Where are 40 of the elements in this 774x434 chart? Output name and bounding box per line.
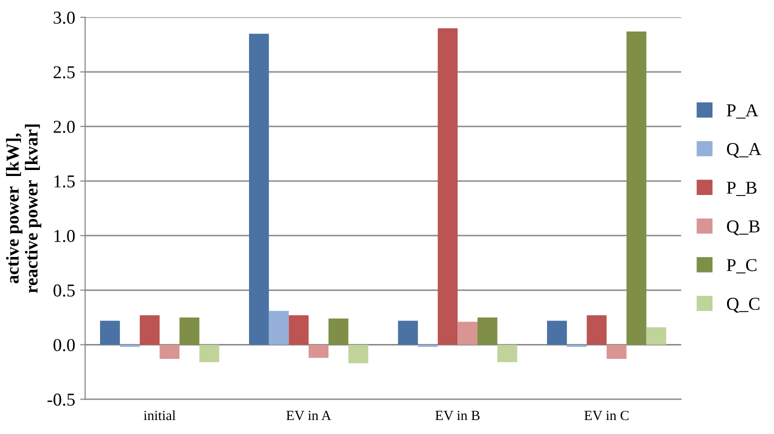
bar xyxy=(348,344,368,364)
bar xyxy=(180,317,200,345)
bar xyxy=(199,344,220,362)
y-axis-title: active power [kW], reactive power [kvar] xyxy=(6,124,42,293)
y-tick-label: 1.5 xyxy=(54,175,75,188)
bar xyxy=(626,32,646,345)
legend-label: P_A xyxy=(726,104,758,119)
legend-label: Q_A xyxy=(727,142,762,158)
legend-label: Q_B xyxy=(727,220,760,236)
bar xyxy=(328,318,348,345)
y-tick-label: 2.0 xyxy=(54,120,75,133)
legend-label: P_B xyxy=(726,182,756,196)
bar xyxy=(249,34,269,345)
bar xyxy=(497,344,518,362)
bar xyxy=(100,320,120,345)
legend-label: Q_C xyxy=(727,298,760,313)
y-tick-label: -0.5 xyxy=(48,394,75,406)
bar xyxy=(398,320,418,345)
y-tick-label: 3.0 xyxy=(54,12,75,24)
bar xyxy=(308,344,328,358)
bar xyxy=(438,28,458,345)
bar xyxy=(160,344,180,359)
x-tick-label: EV in A xyxy=(286,410,332,420)
y-tick-label: 1.0 xyxy=(54,230,75,242)
bar xyxy=(268,310,289,345)
bar xyxy=(140,315,160,345)
y-tick-label: 0.5 xyxy=(54,284,75,297)
x-tick-label: EV in B xyxy=(435,410,480,420)
bar xyxy=(288,315,309,345)
y-tick-label: 0.0 xyxy=(54,338,75,352)
x-tick-label: EV in C xyxy=(584,410,628,420)
bar xyxy=(586,315,607,345)
bar xyxy=(646,327,666,345)
y-tick-label: 2.5 xyxy=(54,66,75,78)
bar xyxy=(606,344,626,359)
bar xyxy=(458,322,478,345)
bar xyxy=(547,320,567,345)
x-tick-label: initial xyxy=(144,410,176,420)
legend-label: P_C xyxy=(726,259,756,274)
bar xyxy=(477,317,498,345)
